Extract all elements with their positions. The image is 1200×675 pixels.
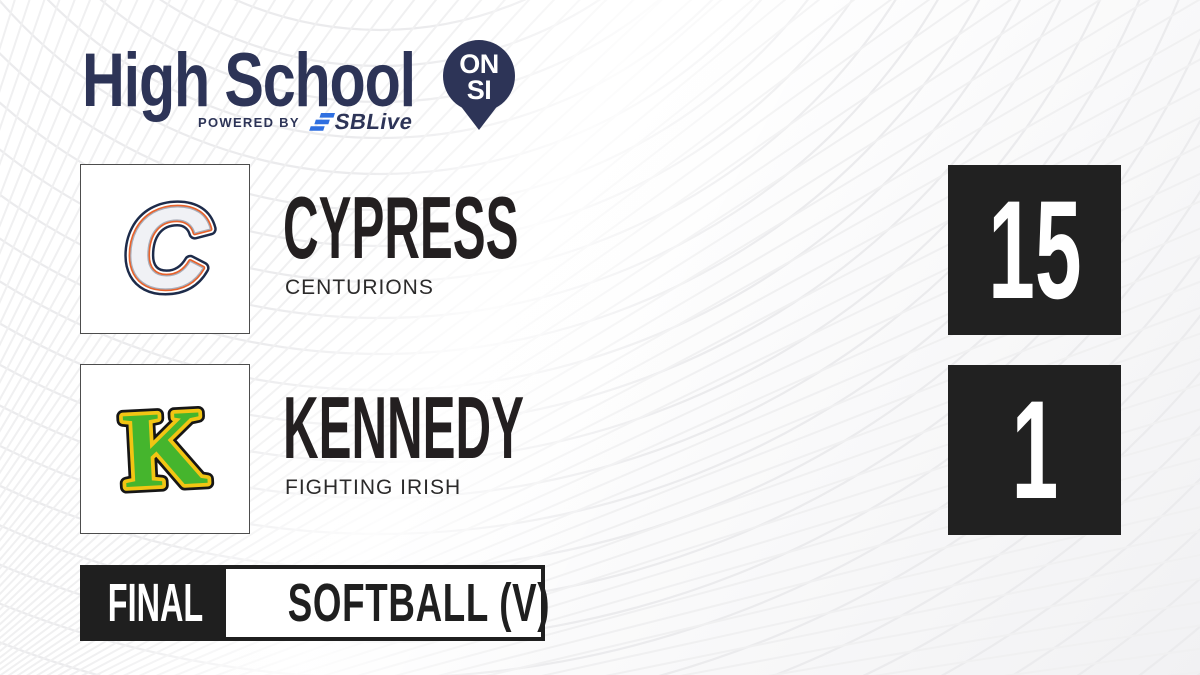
brand-wordmark: High School [82,38,416,123]
team-name-cypress: CYPRESS [283,178,519,277]
game-status-badge: FINAL [84,569,226,637]
kennedy-logo-icon: K K K [113,381,216,517]
team-row-kennedy: K K K KENNEDY FIGHTING IRISH [80,364,800,534]
cypress-logo-icon: C C C C [119,177,218,320]
team-row-cypress: C C C C CYPRESS CENTURIONS [80,164,800,334]
kennedy-logo-box: K K K [80,364,250,534]
sblive-mark-icon [309,112,335,131]
cypress-logo-box: C C C C [80,164,250,334]
team-mascot-kennedy: FIGHTING IRISH [285,476,462,499]
pin-line2: SI [467,75,492,105]
powered-by-label: POWERED BY [198,114,300,130]
score-box-kennedy: 1 [948,365,1121,535]
sport-label: SOFTBALL (V) [287,573,551,633]
on-si-pin-icon: ON SI [443,40,515,130]
svg-text:K: K [120,388,210,511]
team-name-kennedy: KENNEDY [283,378,524,477]
powered-by-row: POWERED BY SBLive [198,109,415,135]
score-box-cypress: 15 [948,165,1121,335]
team-mascot-cypress: CENTURIONS [285,276,434,299]
score-value-cypress: 15 [987,171,1082,328]
svg-text:C: C [125,183,211,313]
status-bar: FINAL SOFTBALL (V) [80,565,550,641]
sblive-wordmark: SBLive [332,109,415,134]
score-value-kennedy: 1 [1011,371,1058,528]
